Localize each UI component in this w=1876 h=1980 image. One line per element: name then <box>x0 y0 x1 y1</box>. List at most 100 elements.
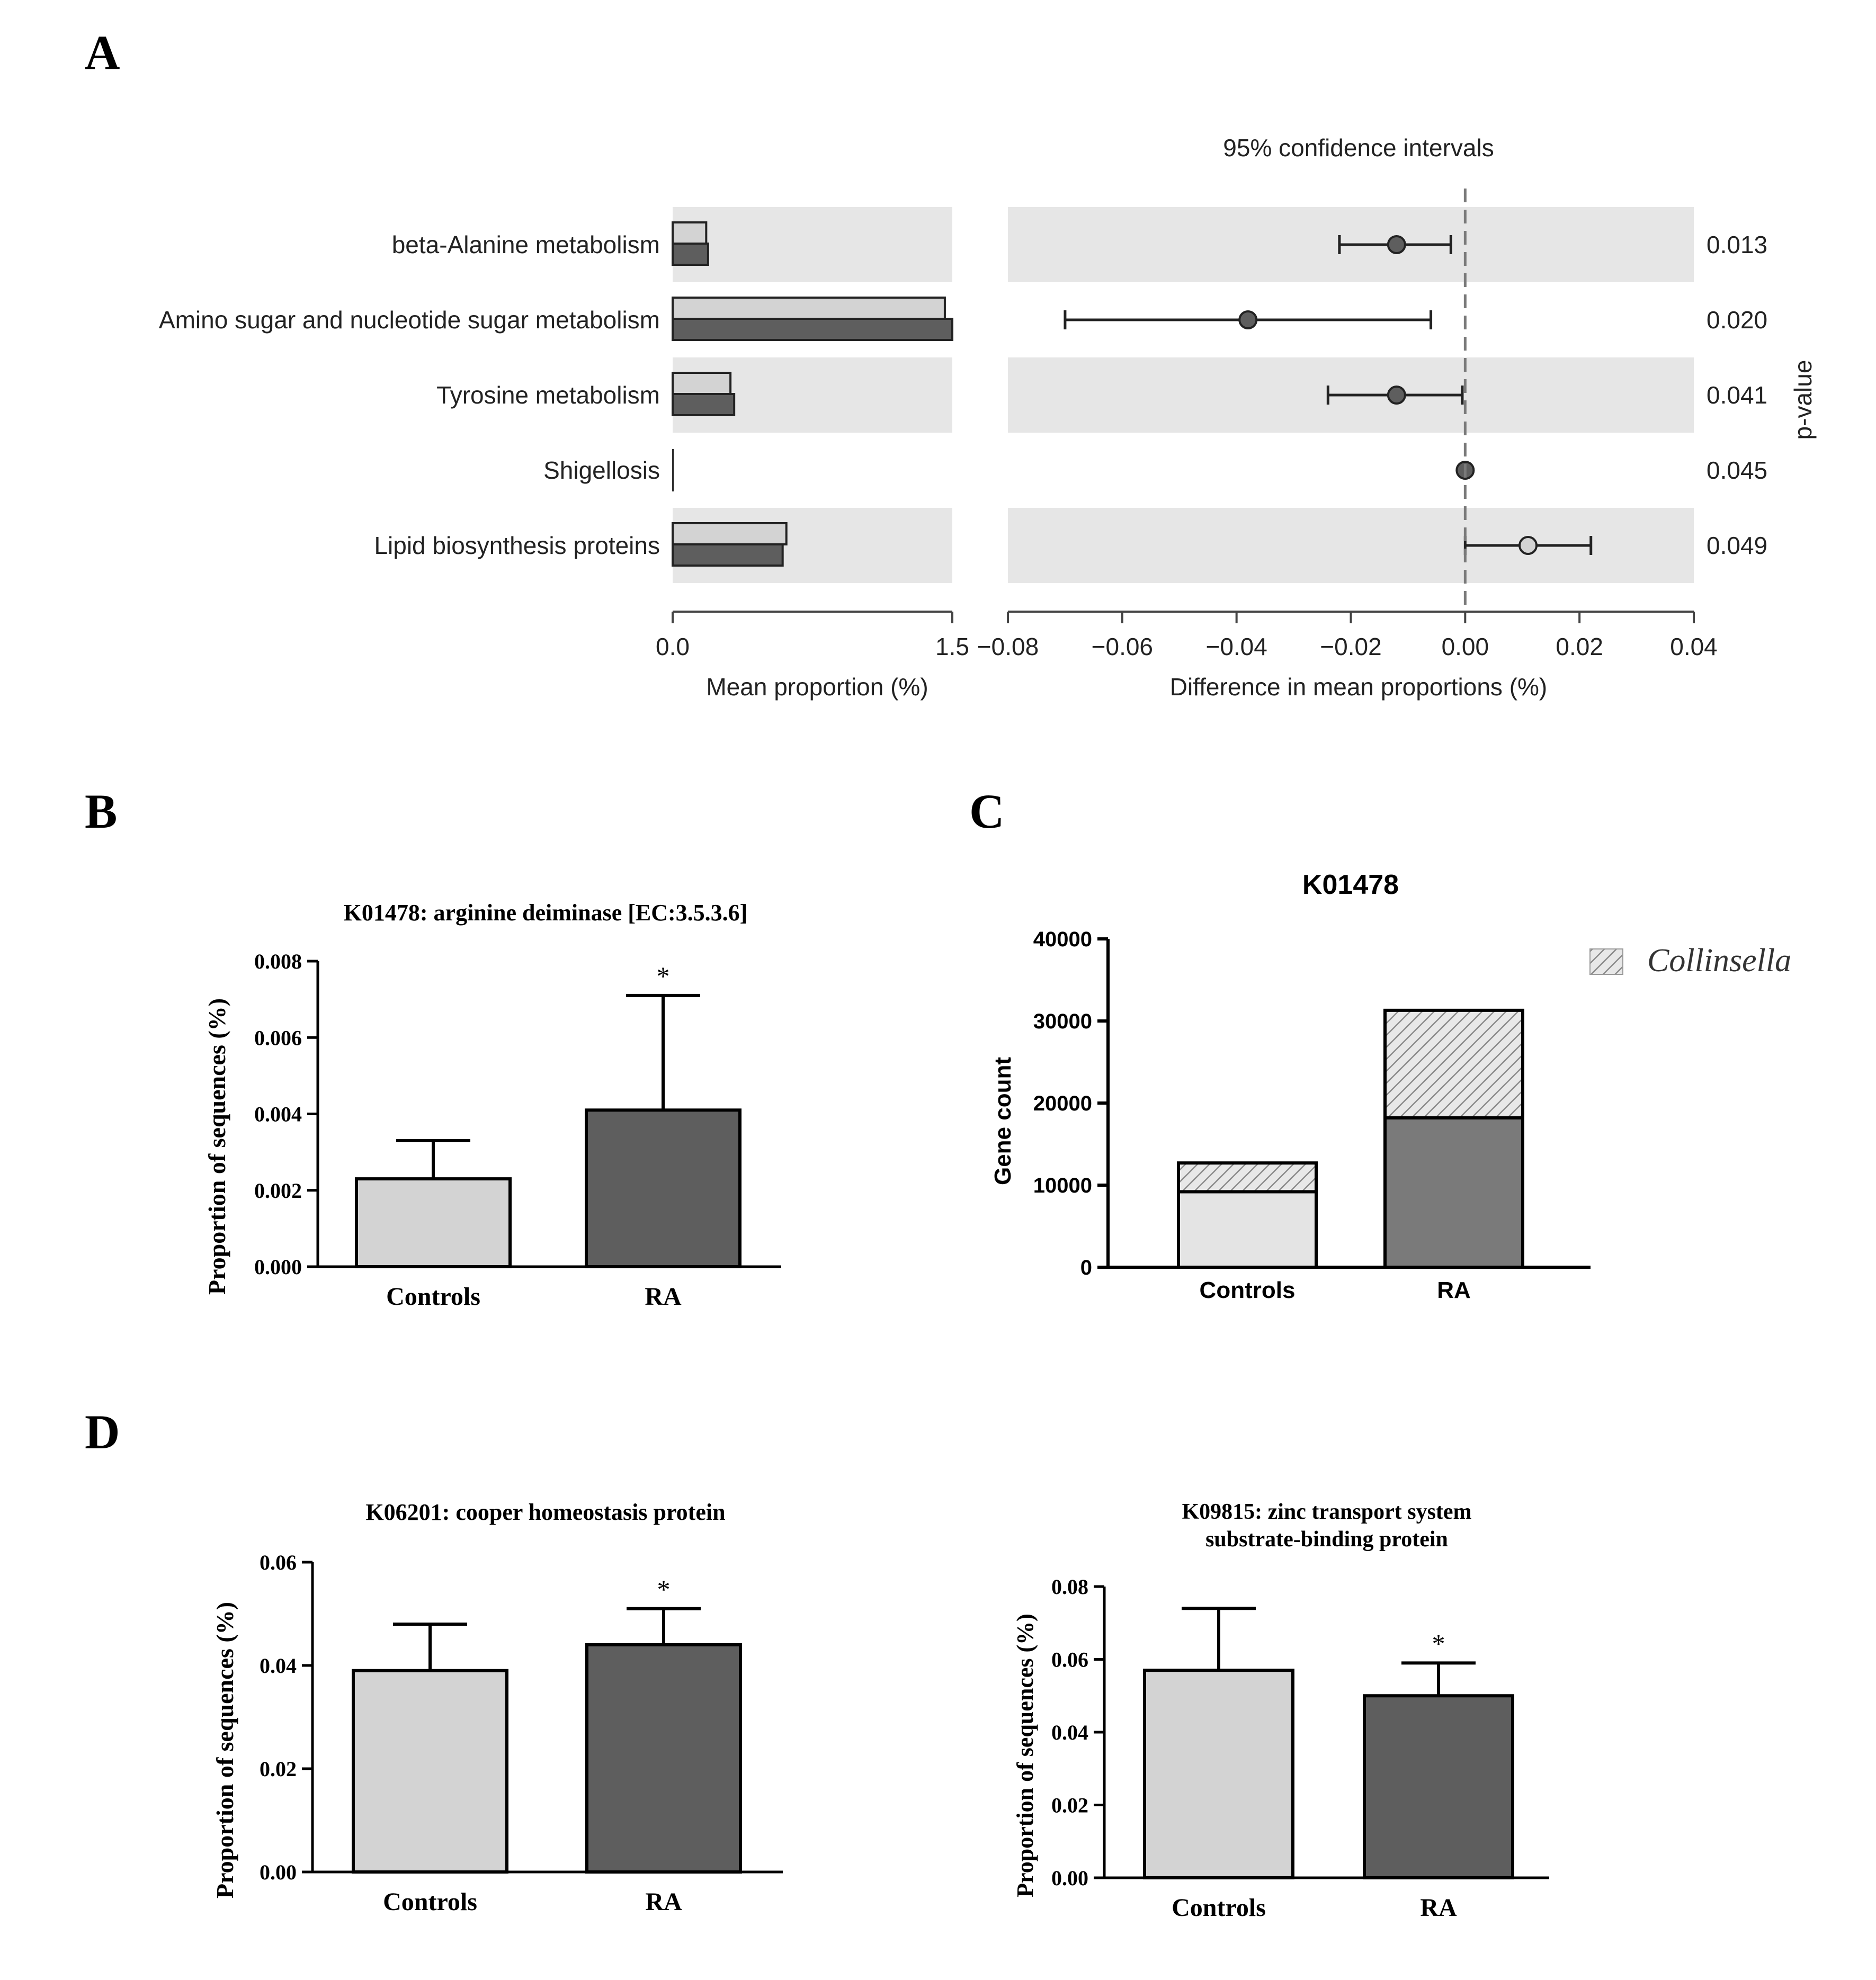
panel-d-right-y-tick-label: 0.08 <box>1051 1575 1088 1599</box>
panel-a-p-value: 0.049 <box>1707 532 1767 559</box>
panel-label-c: C <box>969 784 1004 838</box>
panel-c-y-tick-label: 20000 <box>1033 1092 1092 1115</box>
panel-b-bar-chart: K01478: arginine deiminase [EC:3.5.3.6] … <box>203 900 781 1311</box>
panel-a-p-value: 0.045 <box>1707 456 1767 484</box>
panel-c-bar-controls-other <box>1177 1190 1318 1269</box>
panel-c-y-tick-label: 0 <box>1080 1256 1092 1279</box>
panel-c-bar-ra-collinsella <box>1383 1008 1524 1119</box>
panel-a-diff-tick-label: −0.02 <box>1320 633 1381 660</box>
panel-c-bar-controls-collinsella <box>1177 1161 1318 1194</box>
panel-a-diff-tick-label: −0.08 <box>977 633 1039 660</box>
panel-d-left-bar-ra <box>585 1643 742 1874</box>
panel-c-stacked-bar-chart: K01478 Gene count Collinsella 0 10000 2000… <box>990 870 1791 1303</box>
panel-a-p-value: 0.020 <box>1707 306 1767 334</box>
panel-b-x-label: Controls <box>386 1283 480 1311</box>
panel-a-diff-x-label: Difference in mean proportions (%) <box>1170 673 1547 701</box>
panel-a-difference-point <box>1238 310 1258 329</box>
panel-d-right-title-line-2: substrate-binding protein <box>1205 1527 1448 1552</box>
panel-a-difference-point <box>1387 386 1406 405</box>
panel-label-d: D <box>85 1405 120 1459</box>
panel-d-left-y-label: Proportion of sequences (%) <box>211 1602 238 1898</box>
panel-d-left-significance-marker: * <box>657 1574 671 1604</box>
panel-d-right-x-label: RA <box>1420 1894 1457 1922</box>
panel-label-b: B <box>85 784 117 838</box>
panel-a-mean-bars <box>672 221 953 567</box>
panel-c-bar-ra-other <box>1383 1116 1524 1269</box>
panel-b-y-tick-label: 0.006 <box>254 1026 302 1050</box>
panel-b-title: K01478: arginine deiminase [EC:3.5.3.6] <box>344 900 748 926</box>
panel-a-difference-point <box>1518 536 1538 555</box>
panel-d-left-y-tick-label: 0.00 <box>260 1860 297 1884</box>
panel-d-right-y-tick-label: 0.00 <box>1051 1866 1088 1890</box>
panel-c-title: K01478 <box>1302 870 1399 900</box>
panel-b-x-label: RA <box>645 1283 682 1311</box>
panel-d-left-x-label: Controls <box>383 1888 477 1916</box>
panel-a-p-value: 0.013 <box>1707 231 1767 258</box>
panel-a-bar-ra <box>672 543 784 567</box>
panel-a-difference-points <box>1064 189 1593 612</box>
panel-a-bar-x-label: Mean proportion (%) <box>706 673 928 701</box>
panel-a-p-value: 0.041 <box>1707 381 1767 409</box>
panel-a-bar-controls <box>672 221 708 245</box>
panel-b-bar-ra <box>585 1108 742 1269</box>
panel-a-bar-controls <box>672 297 946 320</box>
panel-a-category-label: Amino sugar and nucleotide sugar metabol… <box>159 306 660 334</box>
panel-a-axes: 0.0 1.5 −0.08 −0.06 −0.04 −0.02 0.00 0.02 0.04 <box>656 611 1718 660</box>
panel-a-p-value-label: p-value <box>1789 360 1817 440</box>
panel-a-category-label: Lipid biosynthesis proteins <box>374 532 660 559</box>
panel-b-significance-marker: * <box>657 961 670 991</box>
panel-d-right-bar-ra <box>1363 1694 1514 1879</box>
panel-a-p-values: 0.013 0.020 0.041 0.045 0.049 <box>1707 231 1767 559</box>
panel-a-difference-point <box>1387 235 1406 254</box>
panel-a-diff-tick-label: 0.00 <box>1442 633 1489 660</box>
panel-label-a: A <box>85 25 120 79</box>
panel-a-bar-tick-label: 1.5 <box>935 633 969 660</box>
panel-a-category-labels: beta-Alanine metabolism Amino sugar and n… <box>159 231 660 559</box>
panel-d-right-y-tick-label: 0.04 <box>1051 1721 1088 1744</box>
panel-a-bar-controls <box>672 372 732 395</box>
panel-d-right-bar-controls <box>1143 1669 1294 1879</box>
panel-d-left-bar-chart: K06201: cooper homeostasis protein Propo… <box>211 1499 783 1916</box>
panel-a-bar-ra <box>672 243 709 266</box>
panel-d-right-significance-marker: * <box>1432 1628 1445 1658</box>
panel-a-bar-tick-label: 0.0 <box>656 633 690 660</box>
panel-a-category-label: beta-Alanine metabolism <box>392 231 660 258</box>
panel-d-right-plot-area: 0.00 0.02 0.04 0.06 0.08 Controls * RA <box>1051 1575 1549 1922</box>
panel-c-y-tick-label: 40000 <box>1033 928 1092 951</box>
panel-a-diff-tick-label: −0.04 <box>1205 633 1267 660</box>
panel-c-x-label: Controls <box>1200 1277 1296 1303</box>
panel-a-diff-tick-label: −0.06 <box>1092 633 1153 660</box>
panel-c-legend-label: Collinsella <box>1647 943 1791 979</box>
panel-d-left-title: K06201: cooper homeostasis protein <box>365 1499 725 1525</box>
panel-a-category-label: Shigellosis <box>543 456 660 484</box>
panel-a-diff-tick-label: 0.04 <box>1670 633 1718 660</box>
panel-d-left-y-tick-label: 0.02 <box>260 1757 297 1781</box>
panel-d-left-y-tick-label: 0.04 <box>260 1654 297 1678</box>
panel-a-title: 95% confidence intervals <box>1223 134 1494 162</box>
panel-c-y-tick-label: 10000 <box>1033 1174 1092 1197</box>
panel-b-y-tick-label: 0.008 <box>254 949 302 973</box>
panel-a-bar-band <box>673 207 952 282</box>
panel-d-right-x-label: Controls <box>1172 1894 1266 1922</box>
panel-c-x-label: RA <box>1437 1277 1471 1303</box>
panel-b-y-tick-label: 0.000 <box>254 1255 302 1279</box>
panel-b-y-label: Proportion of sequences (%) <box>203 998 230 1295</box>
panel-a-bar-ra <box>672 393 736 416</box>
panel-a-category-label: Tyrosine metabolism <box>436 381 660 409</box>
panel-a-bar-ra <box>672 318 953 341</box>
panel-b-bar-controls <box>355 1177 512 1269</box>
panel-a-bar-controls <box>672 522 788 545</box>
panel-b-y-tick-label: 0.004 <box>254 1103 302 1126</box>
panel-c-legend-swatch <box>1589 948 1623 975</box>
panel-d-left-y-tick-label: 0.06 <box>260 1551 297 1574</box>
panel-d-right-bar-chart: K09815: zinc transport system substrate-… <box>1012 1500 1549 1922</box>
panel-c-y-tick-label: 30000 <box>1033 1010 1092 1033</box>
panel-c-plot-area: 0 10000 20000 30000 40000 Controls RA <box>1033 928 1591 1303</box>
panel-a-extended-error-bar-chart: 95% confidence intervals beta-Alanine me… <box>159 134 1817 701</box>
panel-b-y-tick-label: 0.002 <box>254 1179 302 1203</box>
panel-b-plot-area: 0.000 0.002 0.004 0.006 0.008 Controls * RA <box>254 949 781 1311</box>
panel-d-right-y-tick-label: 0.06 <box>1051 1648 1088 1672</box>
panel-a-diff-tick-label: 0.02 <box>1556 633 1603 660</box>
panel-c-y-label: Gene count <box>990 1057 1016 1185</box>
